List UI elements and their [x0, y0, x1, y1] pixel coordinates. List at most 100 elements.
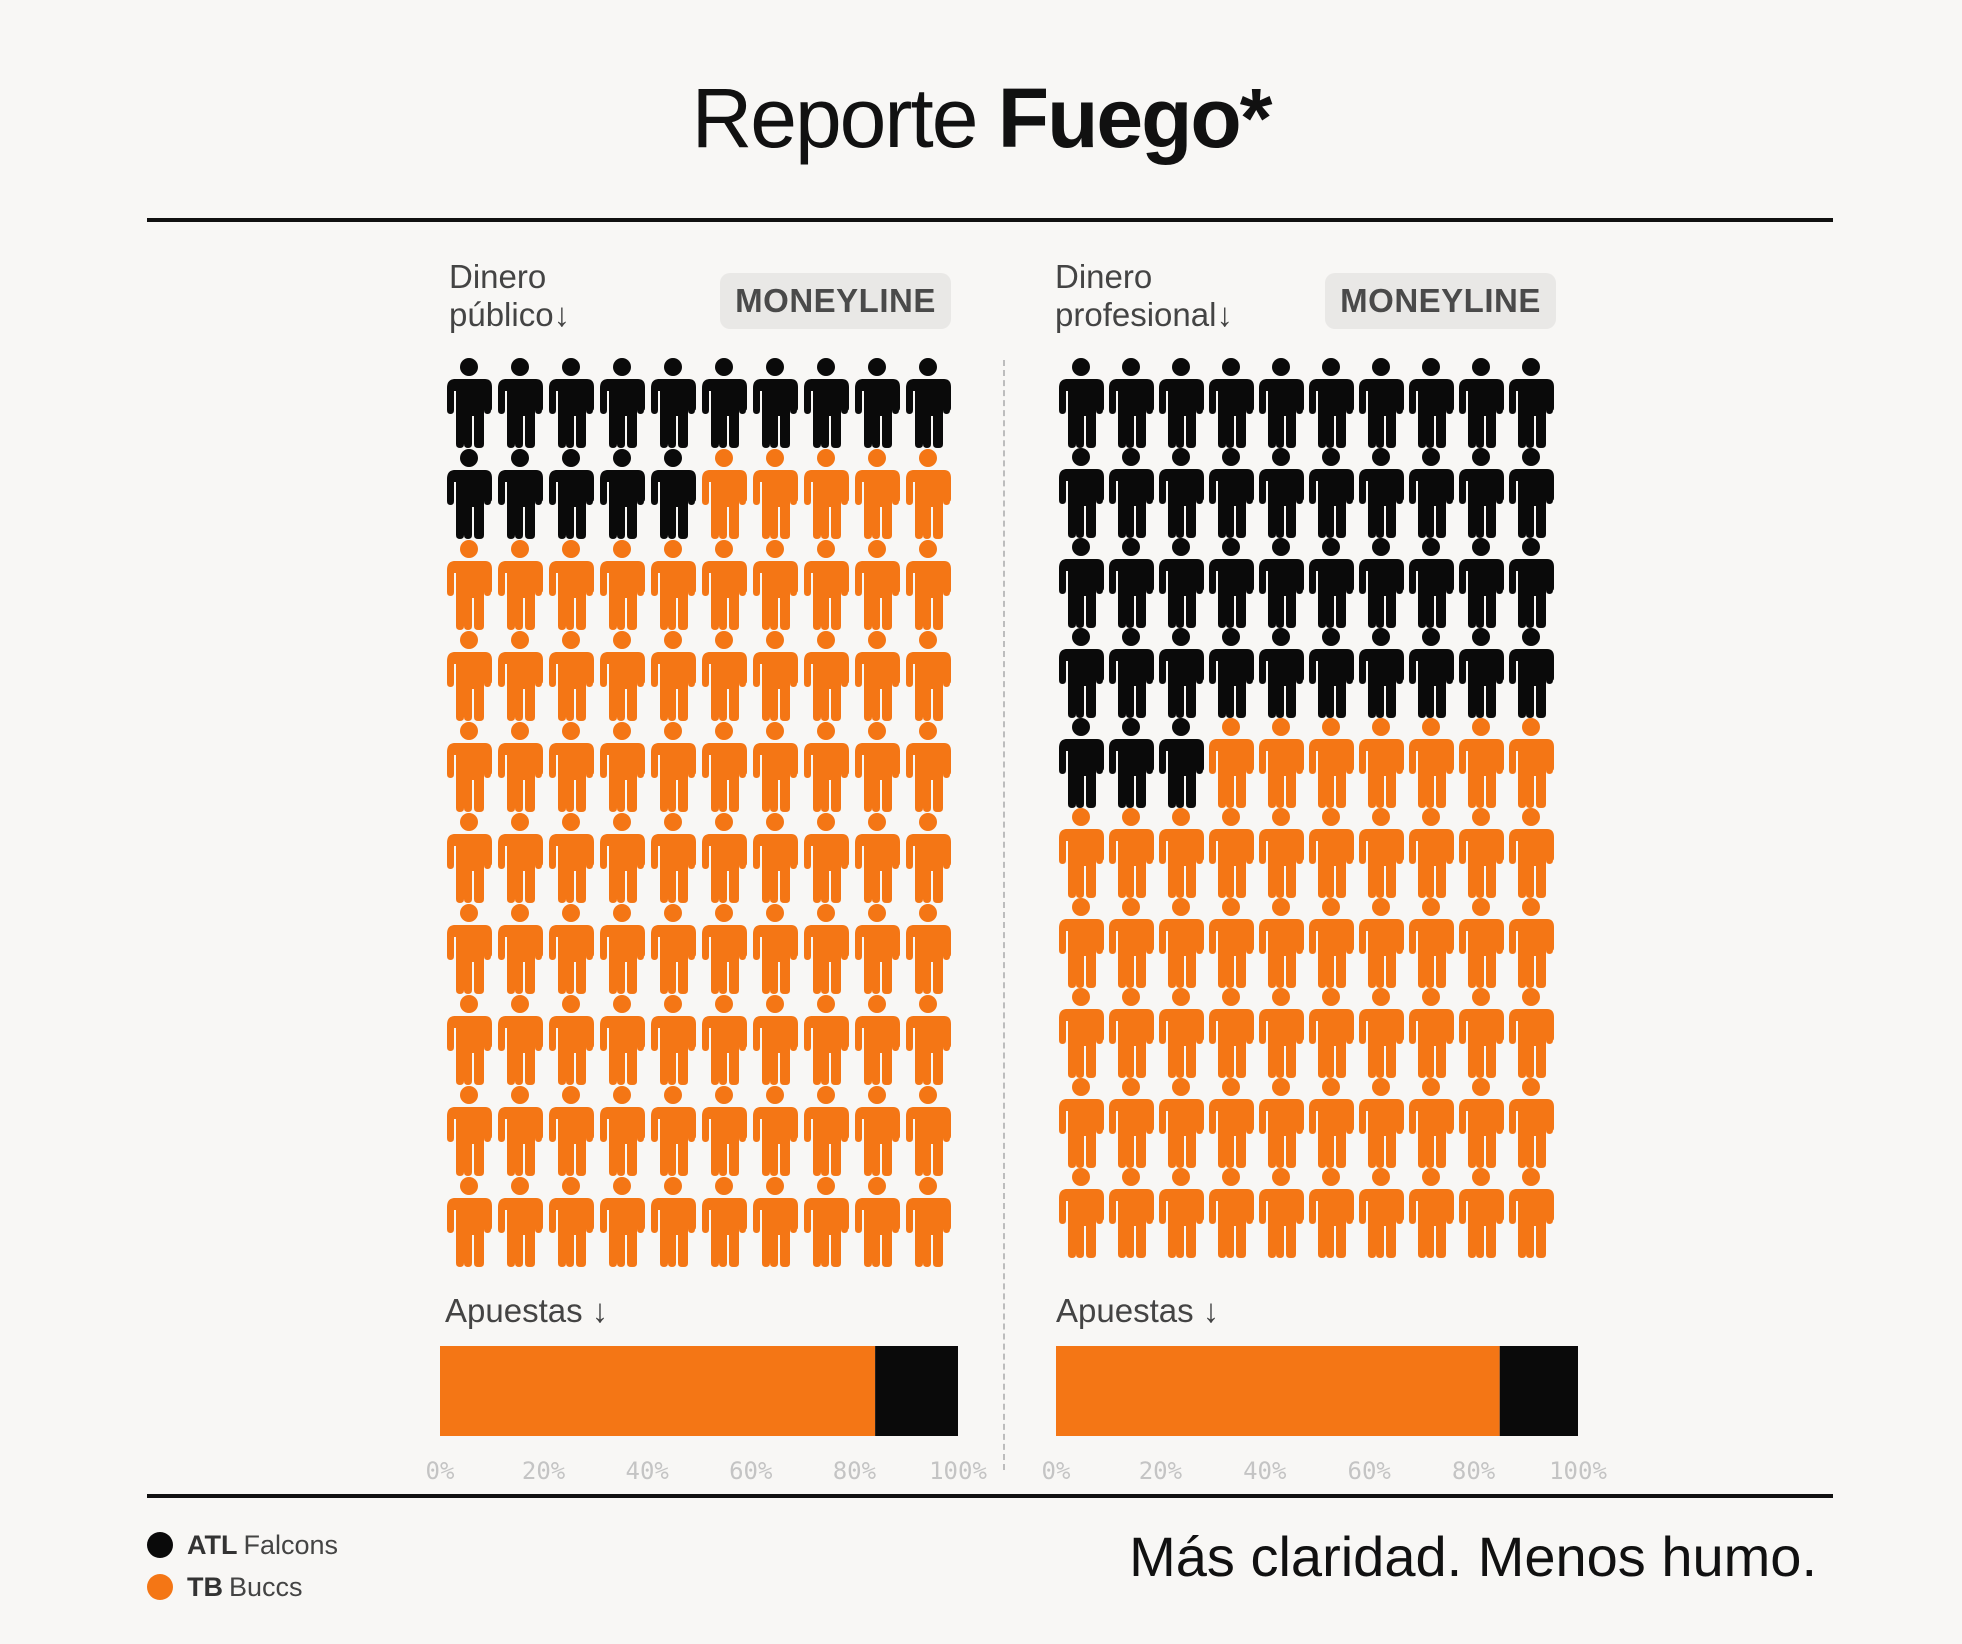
person-icon: [447, 1177, 492, 1267]
person-icon: [1059, 1168, 1104, 1258]
legend-name: Buccs: [229, 1571, 303, 1602]
person-icon: [804, 904, 849, 994]
person-icon: [549, 1177, 594, 1267]
person-icon: [600, 995, 645, 1085]
down-arrow-icon: ↓: [553, 296, 571, 333]
person-icon: [855, 540, 900, 630]
person-icon: [855, 358, 900, 448]
person-icon: [906, 813, 951, 903]
person-icon: [1409, 538, 1454, 628]
person-icon: [1159, 898, 1204, 988]
top-divider: [147, 218, 1833, 222]
person-icon: [498, 358, 543, 448]
person-icon: [1509, 448, 1554, 538]
person-icon: [1159, 448, 1204, 538]
person-icon: [1109, 988, 1154, 1078]
person-icon: [1209, 538, 1254, 628]
bets-bar-pro: 0% 20% 40% 60% 80% 100%: [1042, 1346, 1607, 1485]
person-icon: [1059, 988, 1104, 1078]
person-icon: [906, 722, 951, 812]
person-icon: [447, 813, 492, 903]
person-icon: [1059, 538, 1104, 628]
person-icon: [1259, 1168, 1304, 1258]
person-icon: [1209, 358, 1254, 448]
person-icon: [549, 722, 594, 812]
person-icon: [855, 995, 900, 1085]
person-icon: [447, 358, 492, 448]
person-icon: [753, 995, 798, 1085]
panel-pro-title-line2: profesional: [1055, 296, 1217, 333]
person-icon: [1309, 898, 1354, 988]
person-icon: [498, 722, 543, 812]
person-icon: [549, 631, 594, 721]
bar-segment: [440, 1346, 876, 1436]
person-icon: [498, 449, 543, 539]
title-light: Reporte: [691, 71, 979, 165]
panel-public-title-line2: público: [449, 296, 554, 333]
moneyline-badge-public: MONEYLINE: [720, 273, 951, 329]
panel-pro-title-line1: Dinero: [1055, 258, 1153, 295]
person-icon: [447, 631, 492, 721]
person-icon: [651, 995, 696, 1085]
person-icon: [753, 1086, 798, 1176]
person-icon: [447, 904, 492, 994]
person-icon: [1309, 718, 1354, 808]
person-icon: [1059, 718, 1104, 808]
person-icon: [1509, 358, 1554, 448]
person-icon: [1409, 718, 1454, 808]
page-title: Reporte Fuego*: [0, 70, 1962, 167]
person-icon: [498, 904, 543, 994]
person-icon: [804, 449, 849, 539]
person-icon: [702, 1086, 747, 1176]
person-icon: [1109, 808, 1154, 898]
person-icon: [1159, 808, 1204, 898]
person-icon: [855, 449, 900, 539]
person-icon: [1259, 988, 1304, 1078]
legend-name: Falcons: [243, 1529, 339, 1560]
person-icon: [498, 995, 543, 1085]
person-icon: [498, 631, 543, 721]
tick-label: 20%: [1139, 1457, 1183, 1485]
person-icon: [651, 904, 696, 994]
bets-bar-public: 0% 20% 40% 60% 80% 100%: [426, 1346, 987, 1485]
person-icon: [1509, 628, 1554, 718]
person-icon: [906, 1177, 951, 1267]
person-icon: [753, 540, 798, 630]
person-icon: [600, 449, 645, 539]
person-icon: [1259, 898, 1304, 988]
person-icon: [1259, 718, 1304, 808]
person-icon: [906, 631, 951, 721]
person-icon: [1259, 1078, 1304, 1168]
bar-segment: [1056, 1346, 1500, 1436]
person-icon: [1409, 358, 1454, 448]
person-icon: [753, 904, 798, 994]
person-icon: [1459, 1078, 1504, 1168]
person-icon: [651, 540, 696, 630]
legend: ATL Falcons TB Buccs: [147, 1524, 338, 1608]
tick-label: 0%: [1042, 1457, 1071, 1485]
bar-segment: [1499, 1346, 1578, 1436]
person-icon: [1159, 538, 1204, 628]
person-icon: [1259, 538, 1304, 628]
person-icon: [1509, 718, 1554, 808]
person-icon: [1359, 1078, 1404, 1168]
person-icon: [1209, 808, 1254, 898]
person-icon: [600, 540, 645, 630]
person-icon: [1309, 988, 1354, 1078]
person-icon: [702, 449, 747, 539]
person-icon: [702, 722, 747, 812]
person-icon: [1159, 988, 1204, 1078]
person-icon: [1409, 988, 1454, 1078]
person-icon: [753, 631, 798, 721]
person-icon: [1459, 448, 1504, 538]
person-icon: [1059, 1078, 1104, 1168]
person-icon: [1459, 898, 1504, 988]
person-icon: [447, 722, 492, 812]
person-icon: [1409, 808, 1454, 898]
person-icon: [1259, 358, 1304, 448]
person-icon: [600, 1086, 645, 1176]
person-icon: [1459, 358, 1504, 448]
person-icon: [1209, 1168, 1254, 1258]
person-icon: [1309, 628, 1354, 718]
person-icon: [1259, 628, 1304, 718]
